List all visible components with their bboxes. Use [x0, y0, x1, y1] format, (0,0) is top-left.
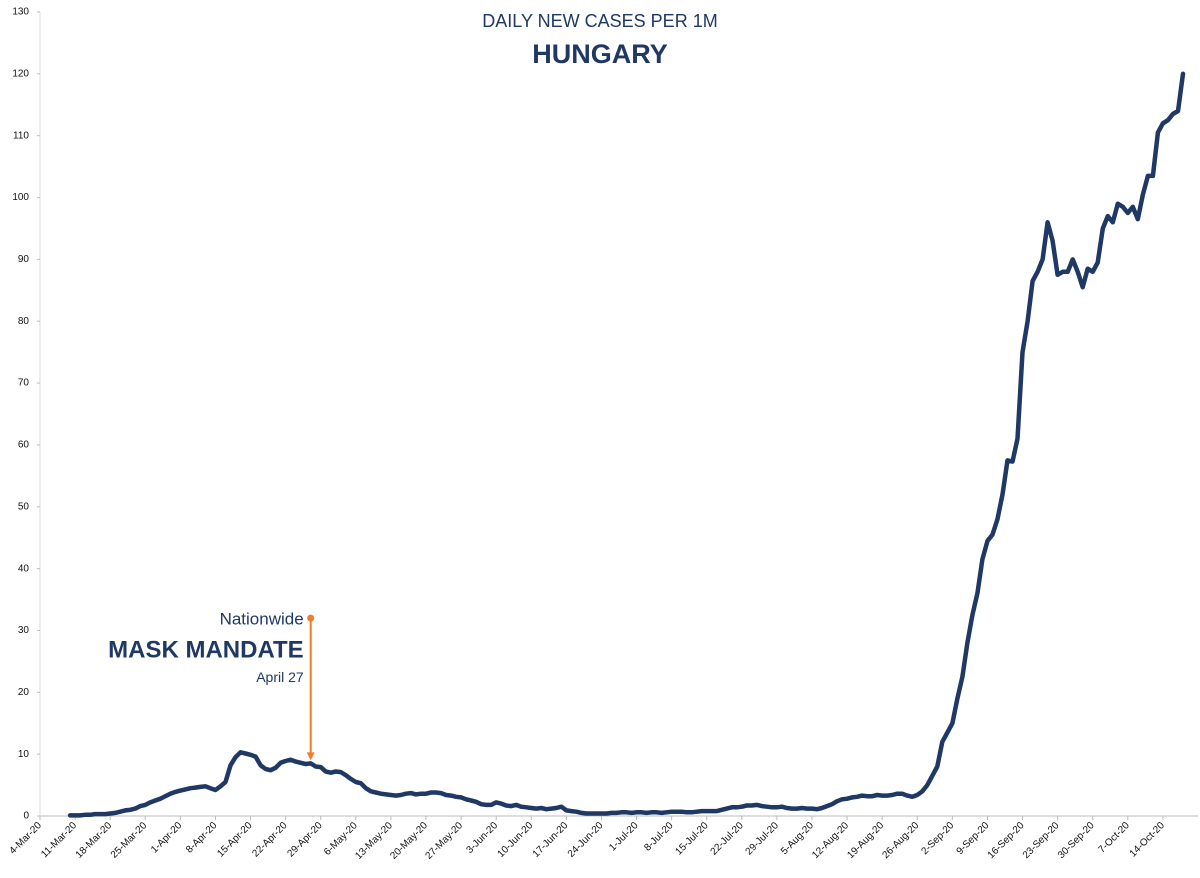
- x-tick-label: 22-Apr-20: [250, 820, 290, 860]
- y-tick-label: 20: [18, 687, 30, 698]
- y-tick-label: 110: [13, 130, 29, 141]
- annotation-line: Nationwide: [220, 610, 304, 629]
- x-tick-label: 7-Oct-20: [1097, 820, 1133, 856]
- x-tick-label: 1-Apr-20: [149, 820, 185, 856]
- y-tick-label: 130: [12, 7, 29, 18]
- x-tick-label: 22-Jul-20: [709, 820, 747, 858]
- y-tick-label: 10: [18, 749, 30, 760]
- x-tick-label: 14-Oct-20: [1128, 820, 1168, 860]
- x-tick-label: 8-Apr-20: [184, 820, 220, 856]
- y-tick-label: 100: [12, 192, 29, 203]
- x-tick-label: 29-Jul-20: [744, 820, 782, 858]
- x-tick-label: 8-Jul-20: [642, 820, 676, 854]
- x-tick-label: 12-Aug-20: [810, 820, 851, 861]
- y-tick-label: 0: [23, 811, 29, 822]
- y-tick-label: 80: [18, 316, 30, 327]
- x-tick-label: 4-Mar-20: [8, 820, 45, 857]
- y-tick-label: 30: [18, 625, 30, 636]
- x-tick-label: 29-Apr-20: [285, 820, 325, 860]
- x-tick-label: 15-Jul-20: [673, 820, 711, 858]
- x-tick-label: 27-May-20: [423, 820, 465, 862]
- x-tick-label: 23-Sep-20: [1021, 820, 1062, 861]
- x-tick-label: 11-Mar-20: [39, 820, 79, 860]
- x-tick-label: 16-Sep-20: [986, 820, 1027, 861]
- x-tick-label: 19-Aug-20: [845, 820, 886, 861]
- x-tick-label: 26-Aug-20: [880, 820, 921, 861]
- annotation-arrowhead: [306, 752, 315, 761]
- y-tick-label: 50: [18, 501, 30, 512]
- x-tick-label: 30-Sep-20: [1056, 820, 1097, 861]
- annotation-line: April 27: [256, 669, 304, 685]
- y-tick-label: 90: [18, 254, 30, 265]
- x-tick-label: 10-Jun-20: [496, 820, 536, 860]
- x-tick-label: 1-Jul-20: [607, 820, 641, 854]
- x-tick-label: 18-Mar-20: [74, 820, 115, 861]
- y-tick-label: 120: [12, 68, 29, 79]
- y-tick-label: 40: [18, 563, 30, 574]
- annotation-dot: [307, 614, 315, 622]
- chart-subtitle: HUNGARY: [532, 39, 668, 69]
- x-tick-label: 3-Jun-20: [464, 820, 500, 856]
- data-line: [67, 71, 1186, 818]
- x-tick-label: 17-Jun-20: [531, 820, 571, 860]
- x-tick-label: 2-Sep-20: [919, 820, 956, 857]
- y-tick-label: 60: [18, 440, 30, 451]
- x-tick-label: 15-Apr-20: [215, 820, 255, 860]
- x-tick-label: 24-Jun-20: [566, 820, 606, 860]
- y-tick-label: 70: [18, 378, 30, 389]
- x-tick-label: 25-Mar-20: [109, 820, 150, 861]
- annotation-line: MASK MANDATE: [108, 636, 304, 663]
- chart-title: DAILY NEW CASES PER 1M: [482, 11, 717, 31]
